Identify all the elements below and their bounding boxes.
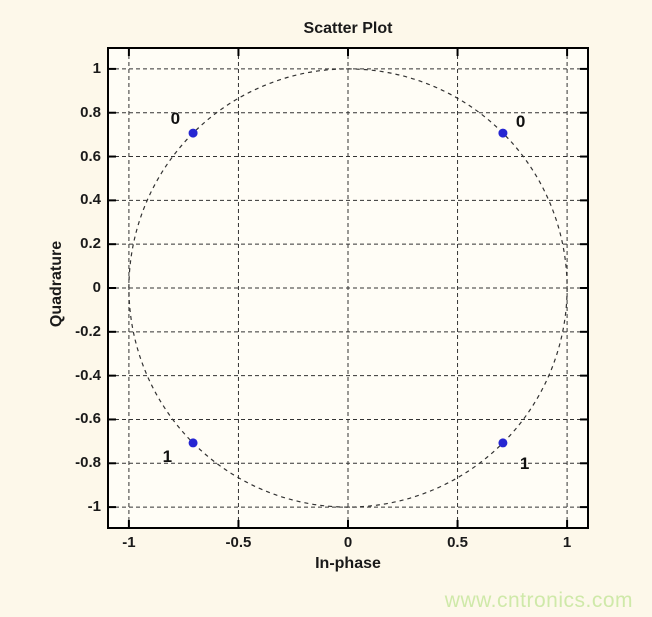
point-label: 1 — [163, 447, 172, 466]
y-tick-label: -0.8 — [75, 454, 101, 472]
x-tick-label: 0.5 — [447, 534, 468, 551]
y-axis-label: Quadrature — [48, 240, 65, 328]
constellation-point — [498, 438, 508, 448]
point-label: 1 — [520, 454, 529, 473]
plot-border — [107, 47, 589, 529]
constellation-point — [188, 438, 198, 448]
unit-circle — [128, 68, 568, 508]
x-tick-label: 0 — [343, 534, 353, 551]
x-tick-label: -0.5 — [225, 534, 252, 551]
y-tick-label: 0.8 — [80, 103, 101, 121]
constellation-point — [498, 128, 508, 138]
point-label: 0 — [516, 112, 525, 131]
x-tick-label: -1 — [122, 534, 136, 551]
y-tick-label: 1 — [92, 59, 101, 77]
y-tick-label: -0.4 — [75, 366, 101, 384]
y-tick-label: 0 — [92, 279, 101, 296]
watermark: www.cntronics.com — [444, 589, 633, 612]
y-tick-label: 0.6 — [80, 147, 101, 165]
scatter-plot-svg: 0 0 1 1 — [107, 47, 589, 529]
constellation-point — [188, 128, 198, 138]
chart-title: Scatter Plot — [303, 20, 393, 37]
y-tick-label: -0.6 — [75, 410, 101, 428]
y-tick-label: -0.2 — [75, 322, 101, 340]
y-tick-label: -1 — [87, 498, 101, 516]
y-tick-label: 0.2 — [80, 235, 101, 253]
y-tick-label: 0.4 — [80, 191, 101, 209]
plot-area: 0 0 1 1 — [107, 47, 589, 529]
point-label: 0 — [171, 109, 180, 128]
x-tick-label: 1 — [562, 534, 572, 551]
x-axis-label: In-phase — [315, 555, 381, 572]
